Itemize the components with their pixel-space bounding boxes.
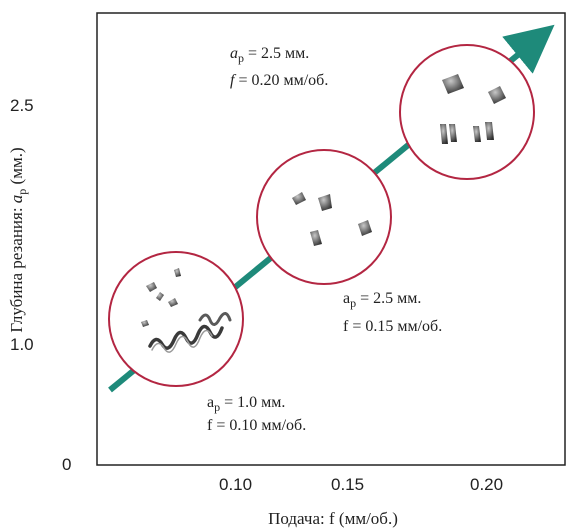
x-tick-label-0.10: 0.10: [219, 475, 252, 494]
annotation-1-line-2: f = 0.10 мм/об.: [207, 417, 306, 434]
chip-sample-1: [108, 251, 244, 387]
y-tick-label-1.0: 1.0: [10, 335, 34, 354]
annotation-2-line-2: f = 0.15 мм/об.: [343, 318, 442, 335]
chip-circle-1: [108, 251, 244, 387]
y-tick-label-2.5: 2.5: [10, 96, 34, 115]
annotation-1-line-1: ap = 1.0 мм.: [207, 394, 285, 414]
plot-frame: [96, 12, 566, 466]
x-tick-label-0.15: 0.15: [331, 475, 364, 494]
chip-sample-2: [256, 149, 392, 285]
broken-chip-segments-icon: [440, 74, 506, 144]
short-chip-fragments-icon: [292, 192, 372, 246]
y-axis-title: Глубина резания: ap (мм.): [7, 147, 29, 332]
spiral-chip-icon: [148, 312, 232, 353]
chip-circle-2: [256, 149, 392, 285]
x-tick-label-0.20: 0.20: [470, 475, 503, 494]
annotation-2-line-1: ap = 2.5 мм.: [343, 290, 421, 310]
y-tick-label-0: 0: [62, 455, 71, 474]
annotation-3-line-1: ap = 2.5 мм.: [230, 45, 309, 65]
x-axis-title: Подача: f (мм/об.): [268, 509, 398, 528]
chip-circle-3: [399, 44, 535, 180]
chip-sample-3: [399, 44, 535, 180]
annotation-3-line-2: f = 0.20 мм/об.: [230, 72, 328, 89]
small-chip-fragments-icon: [141, 268, 181, 327]
